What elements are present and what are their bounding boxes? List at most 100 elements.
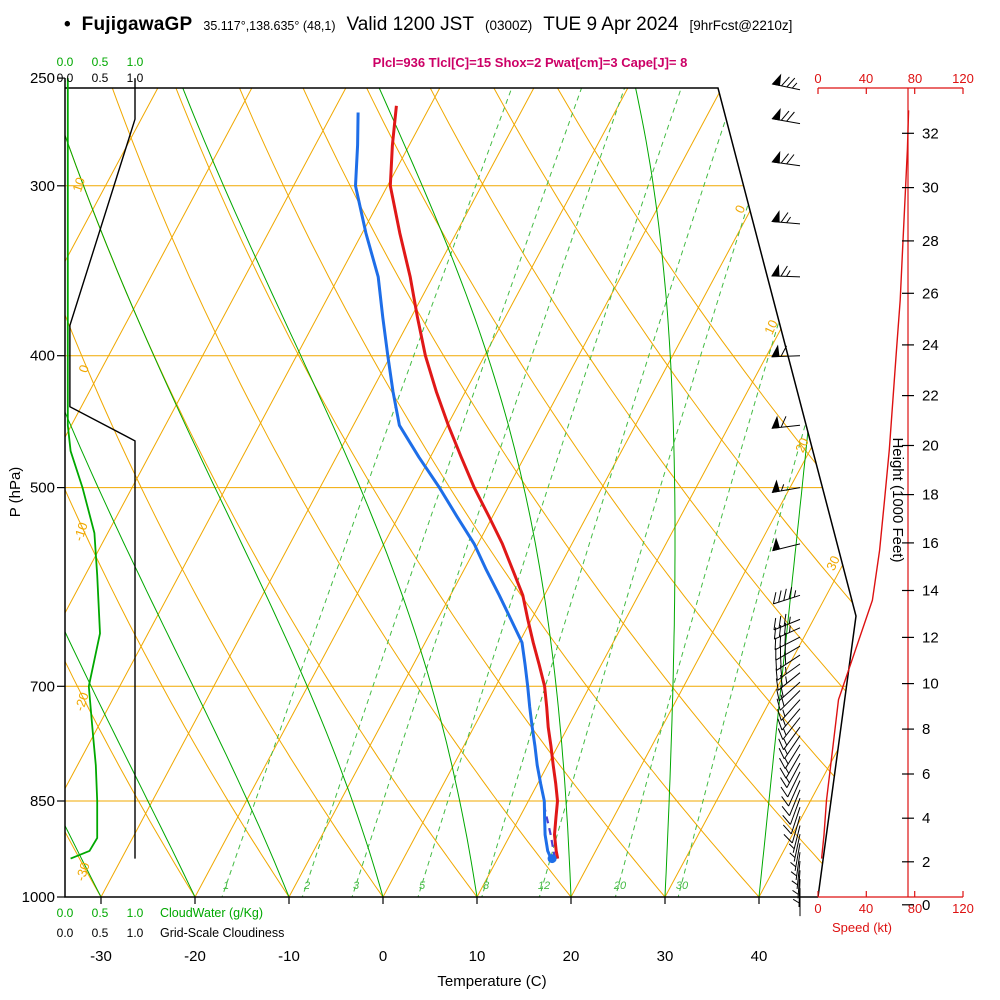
speed-axis-title: Speed (kt): [832, 920, 892, 935]
svg-text:40: 40: [859, 901, 873, 916]
pressure-ticks: [57, 77, 65, 898]
dewpoint-curve: [354, 112, 553, 860]
wind-speed-curve: [820, 110, 910, 859]
svg-text:20: 20: [792, 435, 812, 454]
svg-text:2: 2: [303, 880, 310, 892]
temperature-ticks: [100, 897, 760, 904]
svg-text:10: 10: [69, 175, 88, 193]
title-bar: • FujigawaGP 35.117°,138.635° (48,1) Val…: [64, 14, 792, 36]
svg-text:0.0: 0.0: [57, 55, 74, 69]
svg-text:28: 28: [922, 233, 939, 250]
cloudiness-axis-title: Grid-Scale Cloudiness: [160, 926, 284, 940]
svg-text:0: 0: [379, 948, 387, 965]
valid-utc: (0300Z): [484, 18, 533, 33]
svg-text:0.0: 0.0: [57, 926, 74, 940]
cloudiness-curve: [69, 78, 136, 859]
svg-text:-10: -10: [278, 948, 300, 965]
grid-isotherms-adiabats: [65, 88, 856, 897]
svg-text:1.0: 1.0: [127, 55, 144, 69]
svg-text:14: 14: [922, 583, 939, 600]
svg-text:8: 8: [922, 721, 930, 738]
cloud-scale-values: 0.0 0.0 0.0 0.0 0.5 0.5 0.5 0.5 1.0 1.0 1.0 1.0: [57, 55, 144, 940]
svg-text:0: 0: [922, 897, 930, 914]
pressure-tick-labels: 250 300 400 500 700 850 1000: [22, 70, 55, 906]
surface-point-marker: [547, 854, 557, 864]
svg-text:8: 8: [483, 880, 490, 892]
svg-text:4: 4: [922, 810, 930, 827]
svg-text:0.5: 0.5: [92, 906, 109, 920]
svg-text:22: 22: [922, 388, 939, 405]
grid-line-labels: 10 0 -10 -20 -30 0 10 20 30: [69, 175, 842, 882]
svg-text:24: 24: [922, 337, 939, 354]
svg-text:80: 80: [908, 901, 922, 916]
cloudwater-axis-title: CloudWater (g/Kg): [160, 906, 263, 920]
parcel-path: [542, 804, 556, 859]
svg-text:500: 500: [30, 480, 55, 497]
station-coords: 35.117°,138.635° (48,1): [203, 19, 336, 33]
svg-text:0: 0: [814, 901, 821, 916]
svg-text:30: 30: [657, 948, 674, 965]
svg-text:30: 30: [922, 180, 939, 197]
svg-text:5: 5: [419, 880, 426, 892]
svg-text:10: 10: [761, 317, 781, 336]
svg-text:1: 1: [223, 880, 229, 892]
svg-text:40: 40: [751, 948, 768, 965]
forecast-tag: [9hrFcst@2210z]: [689, 18, 793, 33]
sounding-parameters: Plcl=936 Tlcl[C]=15 Shox=2 Pwat[cm]=3 Ca…: [372, 55, 688, 70]
valid-date: TUE 9 Apr 2024: [543, 14, 679, 35]
svg-text:12: 12: [538, 880, 550, 892]
svg-text:0: 0: [732, 203, 749, 216]
svg-text:-10: -10: [71, 520, 91, 543]
svg-text:0.0: 0.0: [57, 906, 74, 920]
wind-barbs: [771, 73, 801, 917]
svg-text:0.5: 0.5: [92, 55, 109, 69]
svg-text:1.0: 1.0: [127, 71, 144, 85]
station-name: FujigawaGP: [81, 14, 193, 35]
svg-text:80: 80: [908, 71, 922, 86]
svg-text:-30: -30: [90, 948, 112, 965]
svg-text:30: 30: [823, 553, 843, 572]
temperature-axis-title: Temperature (C): [437, 973, 546, 990]
grid-moist-adiabats: [65, 88, 840, 897]
svg-text:400: 400: [30, 348, 55, 365]
svg-text:1.0: 1.0: [127, 926, 144, 940]
valid-time: Valid 1200 JST: [346, 14, 474, 35]
speed-axis: [817, 87, 964, 898]
mixing-ratio-labels: 1 2 3 5 8 12 20 30: [223, 880, 689, 892]
svg-text:12: 12: [922, 629, 939, 646]
svg-text:26: 26: [922, 285, 939, 302]
svg-text:0.5: 0.5: [92, 926, 109, 940]
svg-text:1.0: 1.0: [127, 906, 144, 920]
svg-text:18: 18: [922, 487, 939, 504]
svg-text:0: 0: [75, 363, 92, 375]
height-ticks: [902, 132, 914, 906]
svg-text:0.5: 0.5: [92, 71, 109, 85]
temperature-tick-labels: -30 -20 -10 0 10 20 30 40: [90, 948, 767, 965]
svg-text:700: 700: [30, 678, 55, 695]
svg-text:-20: -20: [72, 690, 92, 713]
svg-text:6: 6: [922, 766, 930, 783]
svg-text:-20: -20: [184, 948, 206, 965]
svg-text:120: 120: [952, 71, 974, 86]
svg-text:16: 16: [922, 535, 939, 552]
svg-text:0: 0: [814, 71, 821, 86]
svg-text:20: 20: [613, 880, 627, 892]
svg-text:10: 10: [922, 676, 939, 693]
svg-text:120: 120: [952, 901, 974, 916]
svg-text:-30: -30: [73, 860, 93, 883]
svg-text:40: 40: [859, 71, 873, 86]
svg-text:0.0: 0.0: [57, 71, 74, 85]
svg-text:1000: 1000: [22, 889, 55, 906]
svg-text:850: 850: [30, 793, 55, 810]
svg-text:20: 20: [922, 438, 939, 455]
temperature-curve: [388, 105, 560, 859]
svg-text:30: 30: [676, 880, 689, 892]
svg-text:10: 10: [469, 948, 486, 965]
height-axis-title: Height (1000 Feet): [889, 437, 906, 562]
cloud-water-curve: [66, 78, 101, 860]
